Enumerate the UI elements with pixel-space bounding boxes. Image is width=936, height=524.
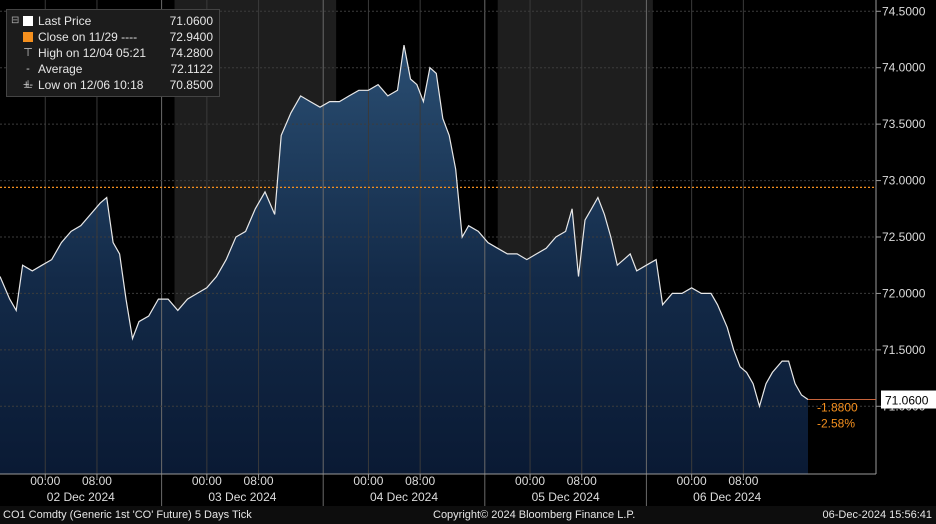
legend-value: 70.8500 [169, 78, 213, 92]
legend-symbol-icon: -+- [22, 63, 34, 91]
y-tick-label: 73.5000 [882, 117, 926, 131]
legend-swatch [23, 16, 33, 26]
legend-label: Average [38, 62, 83, 76]
legend-label: Close on 11/29 ---- [38, 30, 138, 44]
day-label: 02 Dec 2024 [47, 490, 115, 504]
y-tick-label: 71.5000 [882, 343, 926, 357]
y-tick-label: 74.5000 [882, 4, 926, 18]
x-axis: 00:00 08:00 00:00 08:00 00:00 08:00 00:00 08:00… [0, 473, 876, 504]
legend-symbol-icon: ⊥ [23, 79, 33, 91]
x-tick-label: 00:00 [192, 474, 222, 488]
legend-spacer [11, 29, 19, 45]
legend-swatch [23, 32, 33, 42]
legend-label: Low on 12/06 10:18 [38, 78, 144, 92]
legend-value: 71.0600 [169, 14, 213, 28]
legend-row[interactable]: -+- Average 72.1122 [7, 61, 219, 91]
price-line-path [0, 44, 809, 409]
last-price-label: 71.0600 [885, 394, 929, 408]
status-footer: CO1 Comdty (Generic 1st 'CO' Future) 5 D… [0, 506, 936, 524]
x-tick-label: 00:00 [677, 474, 707, 488]
last-price-marker: 71.0600 -1.8800 -2.58% [808, 390, 936, 431]
price-line [0, 44, 809, 409]
x-tick-label: 08:00 [82, 474, 112, 488]
y-tick-label: 74.0000 [882, 61, 926, 75]
legend-value: 74.2800 [169, 46, 213, 60]
legend-value: 72.9400 [169, 30, 213, 44]
change-abs-label: -1.8800 [817, 401, 858, 415]
legend-spacer [11, 45, 19, 61]
change-pct-label: -2.58% [817, 417, 855, 431]
x-tick-label: 08:00 [244, 474, 274, 488]
legend-row[interactable]: ⊟ Last Price 71.0600 [7, 13, 219, 29]
price-area [0, 45, 808, 474]
legend-value: 72.1122 [170, 62, 214, 76]
legend-spacer [11, 77, 19, 93]
legend-symbol-icon: ⊤ [23, 47, 33, 59]
chart-legend: ⊟ Last Price 71.0600 Close on 11/29 ---- 72.… [6, 9, 220, 97]
legend-label: High on 12/04 05:21 [38, 46, 147, 60]
day-label: 06 Dec 2024 [693, 490, 761, 504]
x-tick-label: 08:00 [567, 474, 597, 488]
x-tick-label: 08:00 [405, 474, 435, 488]
x-tick-label: 00:00 [30, 474, 60, 488]
legend-row[interactable]: ⊥ Low on 12/06 10:18 70.8500 [7, 77, 219, 93]
price-area-fill [0, 45, 808, 474]
legend-row[interactable]: Close on 11/29 ---- 72.9400 [7, 29, 219, 45]
day-label: 03 Dec 2024 [208, 490, 276, 504]
y-tick-label: 73.0000 [882, 174, 926, 188]
last-price-box [881, 390, 936, 409]
legend-row[interactable]: ⊤ High on 12/04 05:21 74.2800 [7, 45, 219, 61]
security-description: CO1 Comdty (Generic 1st 'CO' Future) 5 D… [3, 509, 252, 521]
x-tick-label: 00:00 [353, 474, 383, 488]
y-tick-label: 72.0000 [882, 286, 926, 300]
day-label: 04 Dec 2024 [370, 490, 438, 504]
day-label: 05 Dec 2024 [532, 490, 600, 504]
legend-label: Last Price [38, 14, 92, 28]
timestamp: 06-Dec-2024 15:56:41 [822, 509, 932, 521]
x-tick-label: 08:00 [728, 474, 758, 488]
legend-spacer [11, 61, 19, 77]
x-tick-label: 00:00 [515, 474, 545, 488]
y-tick-label: 72.5000 [882, 230, 926, 244]
collapse-icon[interactable]: ⊟ [11, 15, 20, 26]
copyright-notice: Copyright© 2024 Bloomberg Finance L.P. [433, 509, 636, 521]
